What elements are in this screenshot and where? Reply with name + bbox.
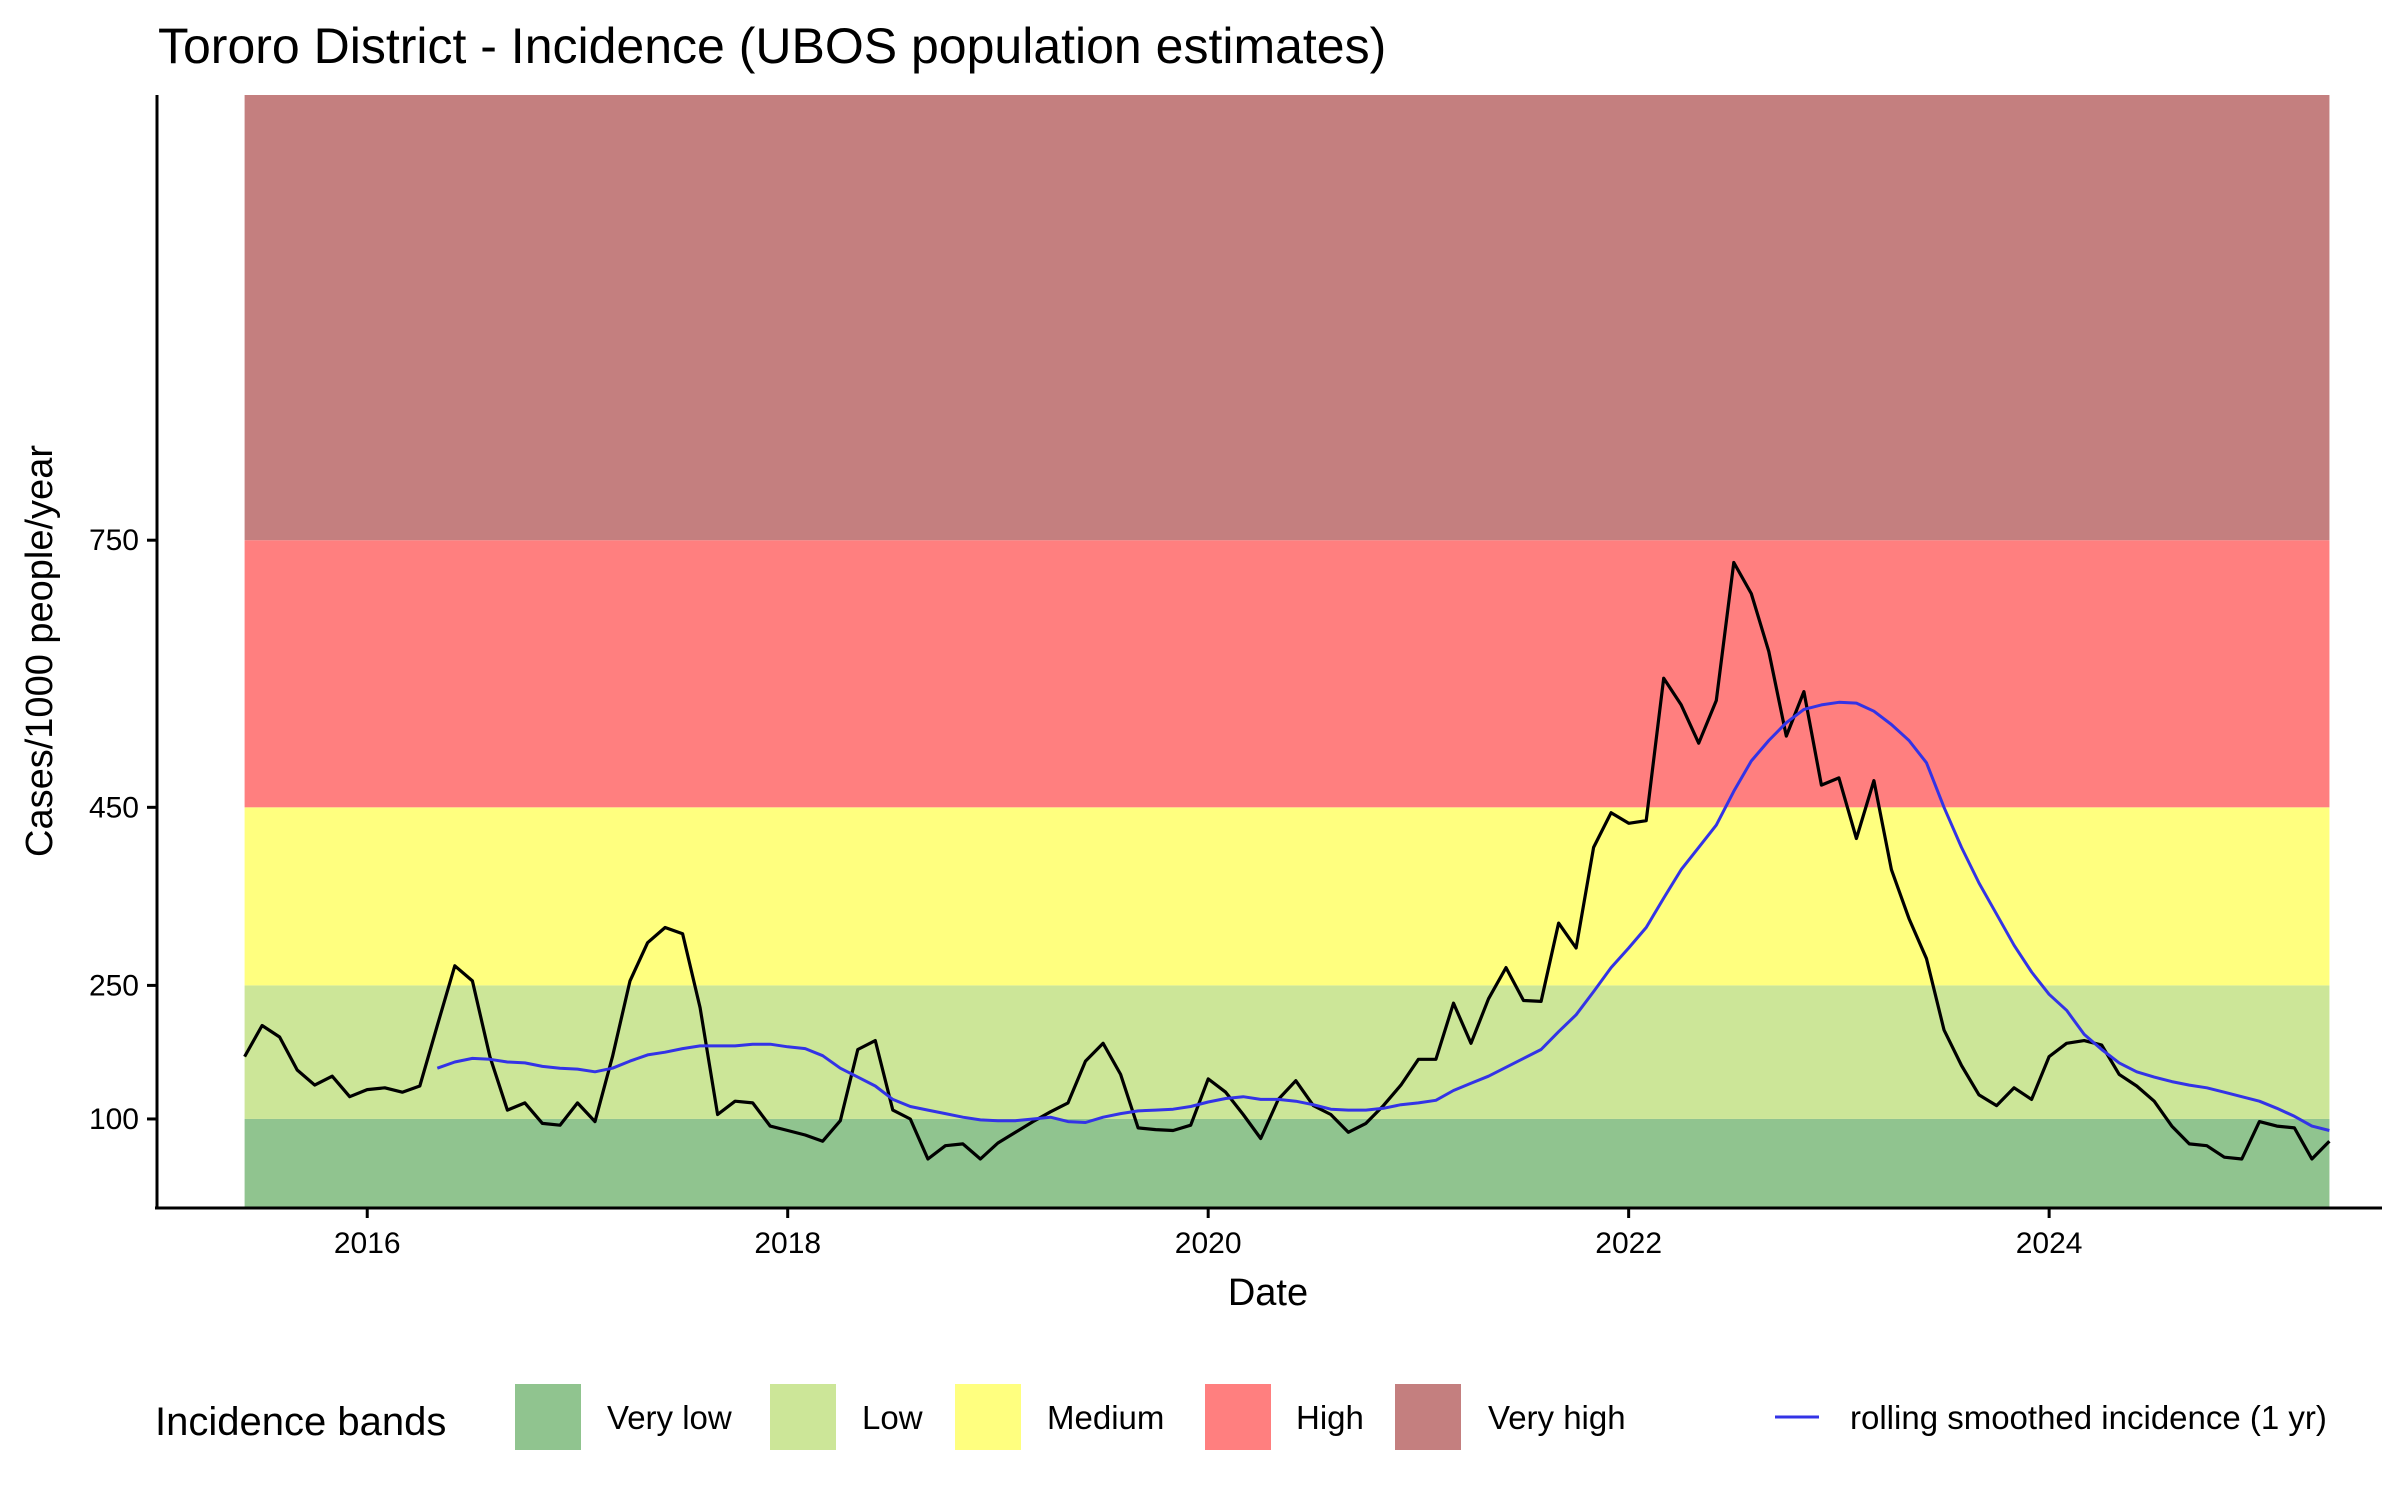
incidence-bands <box>244 95 2330 1208</box>
band-medium <box>244 807 2330 986</box>
incidence-line <box>243 560 2331 1161</box>
legend-title: Incidence bands <box>155 1400 446 1444</box>
y-tick-label: 100 <box>89 1103 139 1136</box>
rolling-smoothed-line <box>436 700 2330 1132</box>
y-ticks: 100 250 450 750 <box>89 524 157 1136</box>
legend-swatch-very-high <box>1395 1384 1461 1450</box>
plot-lines <box>243 560 2331 1161</box>
y-tick-label: 750 <box>89 524 139 557</box>
x-tick-label: 2016 <box>334 1227 401 1260</box>
x-axis-title: Date <box>1228 1272 1308 1314</box>
chart-title: Tororo District - Incidence (UBOS popula… <box>158 18 1386 74</box>
x-ticks: 2016 2018 2020 2022 2024 <box>334 1208 2083 1260</box>
legend-label: High <box>1296 1399 1364 1436</box>
legend-swatch-very-low <box>515 1384 581 1450</box>
legend-swatch-medium <box>955 1384 1021 1450</box>
y-tick-label: 450 <box>89 791 139 824</box>
y-axis-title: Cases/1000 people/year <box>19 445 61 857</box>
x-tick-label: 2020 <box>1175 1227 1242 1260</box>
axes <box>155 95 2382 1210</box>
x-tick-label: 2022 <box>1595 1227 1662 1260</box>
y-tick-label: 250 <box>89 969 139 1002</box>
legend: Incidence bands Very low Low Medium High Ver… <box>155 1384 2327 1450</box>
band-very-low <box>244 1118 2330 1208</box>
x-tick-label: 2024 <box>2016 1227 2083 1260</box>
legend-label-rolling-smoothed: rolling smoothed incidence (1 yr) <box>1850 1399 2327 1436</box>
legend-label: Low <box>862 1399 923 1436</box>
legend-label: Very high <box>1488 1399 1626 1436</box>
legend-label: Medium <box>1047 1399 1164 1436</box>
x-tick-label: 2018 <box>754 1227 821 1260</box>
legend-label: Very low <box>607 1399 732 1436</box>
band-very-high <box>244 95 2330 541</box>
legend-swatch-low <box>770 1384 836 1450</box>
legend-swatch-high <box>1205 1384 1271 1450</box>
band-high <box>244 540 2330 808</box>
